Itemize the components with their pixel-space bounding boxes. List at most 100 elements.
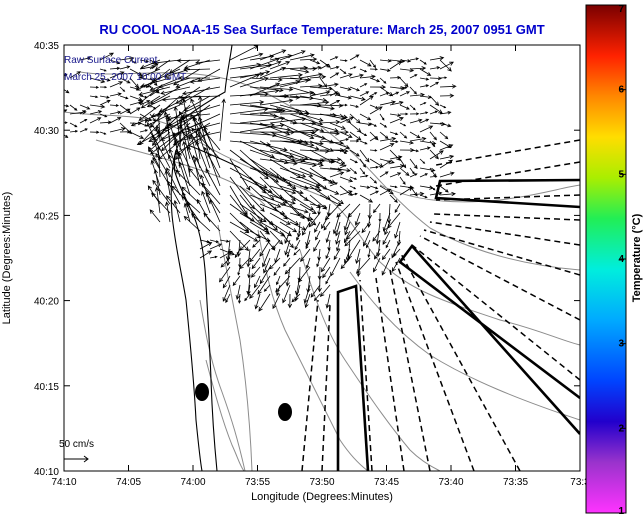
surface-current-vectors bbox=[64, 45, 457, 312]
current-vector bbox=[369, 122, 377, 127]
current-vector bbox=[209, 199, 221, 223]
current-vector bbox=[239, 88, 280, 97]
current-vector bbox=[239, 77, 269, 88]
current-vector bbox=[389, 75, 402, 80]
current-vector bbox=[257, 275, 271, 295]
current-vector bbox=[239, 123, 285, 133]
current-vector bbox=[339, 73, 353, 79]
current-vector bbox=[389, 164, 405, 169]
current-vector bbox=[347, 239, 361, 260]
current-vector bbox=[259, 239, 271, 257]
current-vector bbox=[329, 167, 351, 173]
current-vector bbox=[343, 212, 351, 231]
current-vector bbox=[389, 155, 403, 160]
current-vector bbox=[314, 221, 321, 233]
colorbar-tick-label: 6 bbox=[618, 85, 624, 96]
x-tick-label: 73:35 bbox=[503, 477, 528, 488]
current-vector bbox=[229, 158, 251, 191]
current-vector bbox=[239, 167, 267, 194]
current-vector bbox=[419, 77, 430, 81]
current-vector bbox=[289, 140, 320, 151]
current-vector bbox=[291, 293, 301, 303]
current-vector bbox=[419, 125, 434, 133]
current-vector bbox=[249, 82, 281, 97]
current-vector bbox=[259, 122, 291, 136]
current-vector bbox=[249, 221, 271, 235]
current-vector bbox=[439, 154, 455, 160]
current-vector bbox=[259, 86, 294, 92]
current-vector bbox=[309, 122, 339, 133]
current-vector bbox=[439, 59, 452, 72]
current-vector bbox=[399, 186, 413, 196]
current-vector bbox=[69, 104, 78, 111]
current-vector bbox=[259, 60, 282, 70]
current-vector bbox=[178, 118, 191, 160]
current-vector bbox=[369, 131, 379, 141]
current-vector bbox=[119, 108, 131, 115]
current-vector bbox=[313, 293, 321, 302]
x-tick-label: 73:50 bbox=[309, 477, 334, 488]
current-vector bbox=[109, 117, 122, 124]
current-vector bbox=[249, 212, 270, 233]
current-vector bbox=[235, 284, 241, 300]
current-vector bbox=[204, 146, 221, 178]
current-vector bbox=[225, 293, 231, 304]
current-vector bbox=[151, 192, 171, 214]
current-vector bbox=[339, 158, 345, 165]
current-vector bbox=[269, 194, 296, 205]
current-vector bbox=[109, 92, 122, 97]
current-vector bbox=[229, 45, 259, 61]
current-vector bbox=[203, 212, 221, 232]
current-vector bbox=[325, 275, 331, 285]
current-vector bbox=[384, 221, 391, 236]
current-vector bbox=[339, 113, 352, 124]
current-vector bbox=[299, 72, 323, 79]
current-vector bbox=[165, 114, 171, 151]
current-vector bbox=[229, 167, 268, 189]
current-vector bbox=[269, 72, 303, 79]
current-vector bbox=[319, 59, 331, 68]
current-vector bbox=[329, 171, 345, 178]
current-vector bbox=[299, 100, 330, 106]
current-vector bbox=[229, 100, 265, 106]
current-vector bbox=[119, 95, 129, 100]
current-vector bbox=[309, 86, 333, 91]
current-vector bbox=[229, 131, 277, 138]
current-vector bbox=[234, 248, 241, 259]
current-vector bbox=[258, 293, 271, 312]
current-vector bbox=[129, 131, 145, 139]
current-vector bbox=[382, 230, 391, 245]
current-vector bbox=[151, 59, 181, 66]
current-vector bbox=[119, 130, 131, 134]
current-vector bbox=[156, 125, 171, 160]
y-tick-label: 40:10 bbox=[34, 467, 59, 478]
current-vector bbox=[389, 58, 406, 64]
current-vector bbox=[229, 221, 250, 234]
current-vector bbox=[319, 176, 336, 184]
current-vector bbox=[222, 275, 231, 289]
current-vector bbox=[285, 266, 291, 287]
current-vector bbox=[299, 203, 317, 215]
current-vector bbox=[400, 112, 409, 116]
current-vector bbox=[340, 257, 351, 270]
current-vector bbox=[319, 82, 339, 88]
current-vector bbox=[119, 77, 131, 84]
current-vector bbox=[79, 110, 86, 115]
current-vector bbox=[379, 158, 395, 164]
current-vector bbox=[359, 149, 370, 163]
current-vector bbox=[389, 131, 399, 136]
current-vector bbox=[269, 54, 293, 61]
current-vector bbox=[182, 140, 191, 178]
x-tick-label: 73:40 bbox=[438, 477, 463, 488]
x-tick-label: 73:55 bbox=[245, 477, 270, 488]
current-vector bbox=[269, 212, 291, 225]
current-vector bbox=[409, 86, 417, 95]
current-vector bbox=[429, 66, 441, 70]
current-vector bbox=[195, 140, 211, 178]
current-vector bbox=[399, 104, 410, 110]
current-vector bbox=[393, 248, 401, 257]
current-vector bbox=[251, 257, 261, 270]
current-vector bbox=[301, 221, 311, 236]
current-vector bbox=[394, 221, 401, 239]
